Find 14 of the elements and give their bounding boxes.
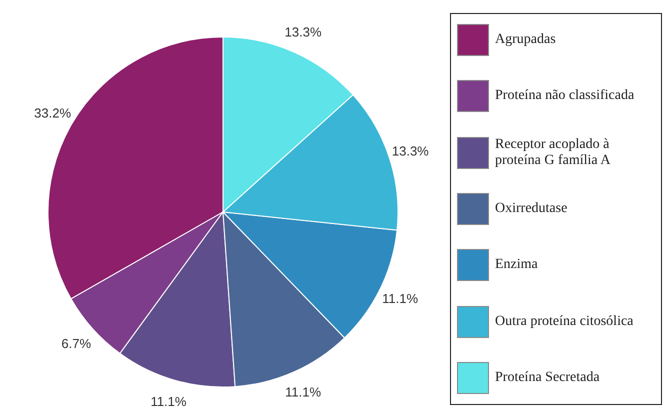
legend-label: Agrupadas [495, 32, 556, 48]
legend-label: Receptor acoplado à proteína G família A [495, 136, 612, 169]
data-label: 13.3% [392, 144, 430, 159]
data-label: 11.1% [285, 384, 322, 400]
legend-label: Outra proteína citosólica [495, 314, 634, 330]
data-label: 11.1% [382, 290, 418, 306]
legend-label: Proteína não classificada [495, 88, 634, 104]
data-label: 33.2% [34, 106, 72, 121]
data-label: 11.1% [150, 394, 187, 409]
legend-label: Enzima [495, 257, 538, 274]
legend-label: Oxirredutase [495, 200, 568, 217]
data-label: 13.3% [284, 24, 322, 40]
legend-label: Proteína Secretada [495, 370, 600, 386]
data-label: 6.7% [61, 336, 92, 351]
